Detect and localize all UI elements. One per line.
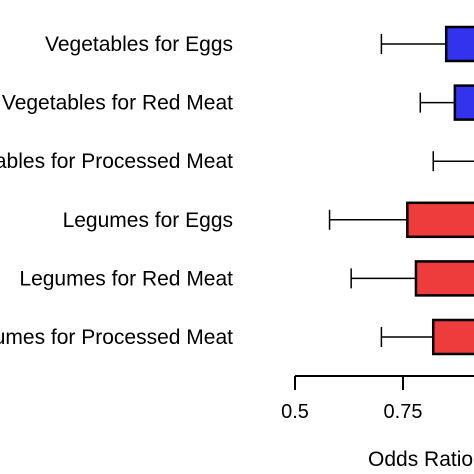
- x-tick-label: 0.5: [281, 401, 309, 423]
- category-label: Vegetables for Red Meat: [2, 92, 233, 115]
- box: [453, 84, 474, 121]
- box: [431, 318, 474, 356]
- category-label: Vegetables for Processed Meat: [0, 150, 233, 173]
- row-3: Vegetables for Processed Meat: [0, 150, 474, 173]
- category-label: Legumes for Processed Meat: [0, 326, 233, 349]
- x-axis-title: Odds Ratio: [368, 448, 473, 471]
- box: [406, 201, 474, 239]
- row-5: Legumes for Red Meat: [19, 260, 474, 297]
- box: [414, 260, 474, 297]
- category-label: Vegetables for Eggs: [45, 33, 233, 56]
- category-label: Legumes for Red Meat: [19, 267, 233, 290]
- row-1: Vegetables for Eggs: [45, 25, 474, 63]
- box: [444, 25, 474, 63]
- row-2: Vegetables for Red Meat: [2, 84, 474, 121]
- row-4: Legumes for Eggs: [63, 201, 474, 239]
- rows-layer: Vegetables for Eggs Vegetables for Red Me…: [0, 25, 474, 356]
- row-6: Legumes for Processed Meat: [0, 318, 474, 356]
- x-axis: 0.5 0.75: [281, 375, 474, 423]
- x-tick-label: 0.75: [384, 401, 423, 423]
- category-label: Legumes for Eggs: [63, 209, 233, 232]
